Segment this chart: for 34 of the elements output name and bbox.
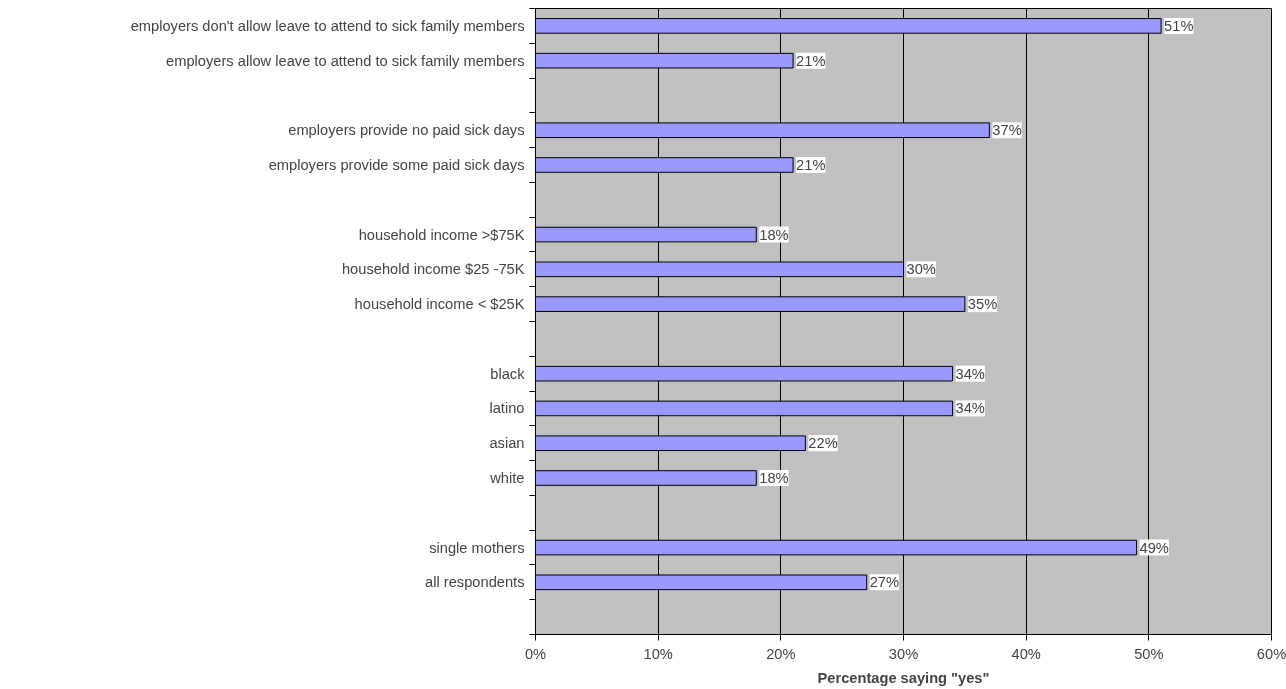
- data-label: 51%: [1164, 17, 1194, 34]
- y-tick-label: employers don't allow leave to attend to sick family members: [130, 17, 525, 34]
- data-label: 18%: [759, 470, 789, 486]
- data-label: 34%: [955, 400, 985, 417]
- data-label: 27%: [869, 574, 900, 591]
- y-tick-label: latino: [489, 400, 525, 417]
- data-label: 30%: [906, 261, 936, 278]
- data-label: 18%: [759, 226, 789, 243]
- x-axis-title: Percentage saying "yes": [817, 669, 990, 686]
- data-label: 22%: [808, 435, 838, 452]
- y-tick-label: asian: [489, 435, 525, 452]
- y-tick-label: household income >$75K: [358, 226, 525, 243]
- y-tick-label: household income $25 -75K: [341, 261, 525, 278]
- x-tick-label: 0%: [524, 645, 547, 662]
- x-tick-label: 20%: [766, 645, 796, 662]
- x-tick-label: 30%: [888, 645, 919, 662]
- x-tick-label: 40%: [1011, 645, 1041, 662]
- x-tick-label: 50%: [1134, 645, 1164, 662]
- data-label: 21%: [796, 52, 826, 69]
- y-tick-label: all respondents: [425, 574, 525, 591]
- x-tick-label: 10%: [643, 645, 673, 662]
- y-tick-label: household income < $25K: [354, 296, 525, 313]
- data-label: 37%: [992, 122, 1022, 139]
- x-tick-label: 60%: [1256, 645, 1286, 662]
- y-tick-label: employers provide some paid sick days: [268, 157, 525, 173]
- data-label: 35%: [967, 296, 998, 313]
- y-tick-label: employers provide no paid sick days: [288, 122, 525, 139]
- y-tick-label: black: [490, 365, 526, 382]
- y-tick-label: single mothers: [429, 539, 525, 556]
- data-label: 49%: [1139, 539, 1169, 556]
- data-label: 21%: [796, 157, 826, 173]
- y-tick-label: employers allow leave to attend to sick family members: [166, 52, 525, 69]
- y-tick-label: white: [489, 470, 525, 486]
- data-label: 34%: [955, 365, 985, 382]
